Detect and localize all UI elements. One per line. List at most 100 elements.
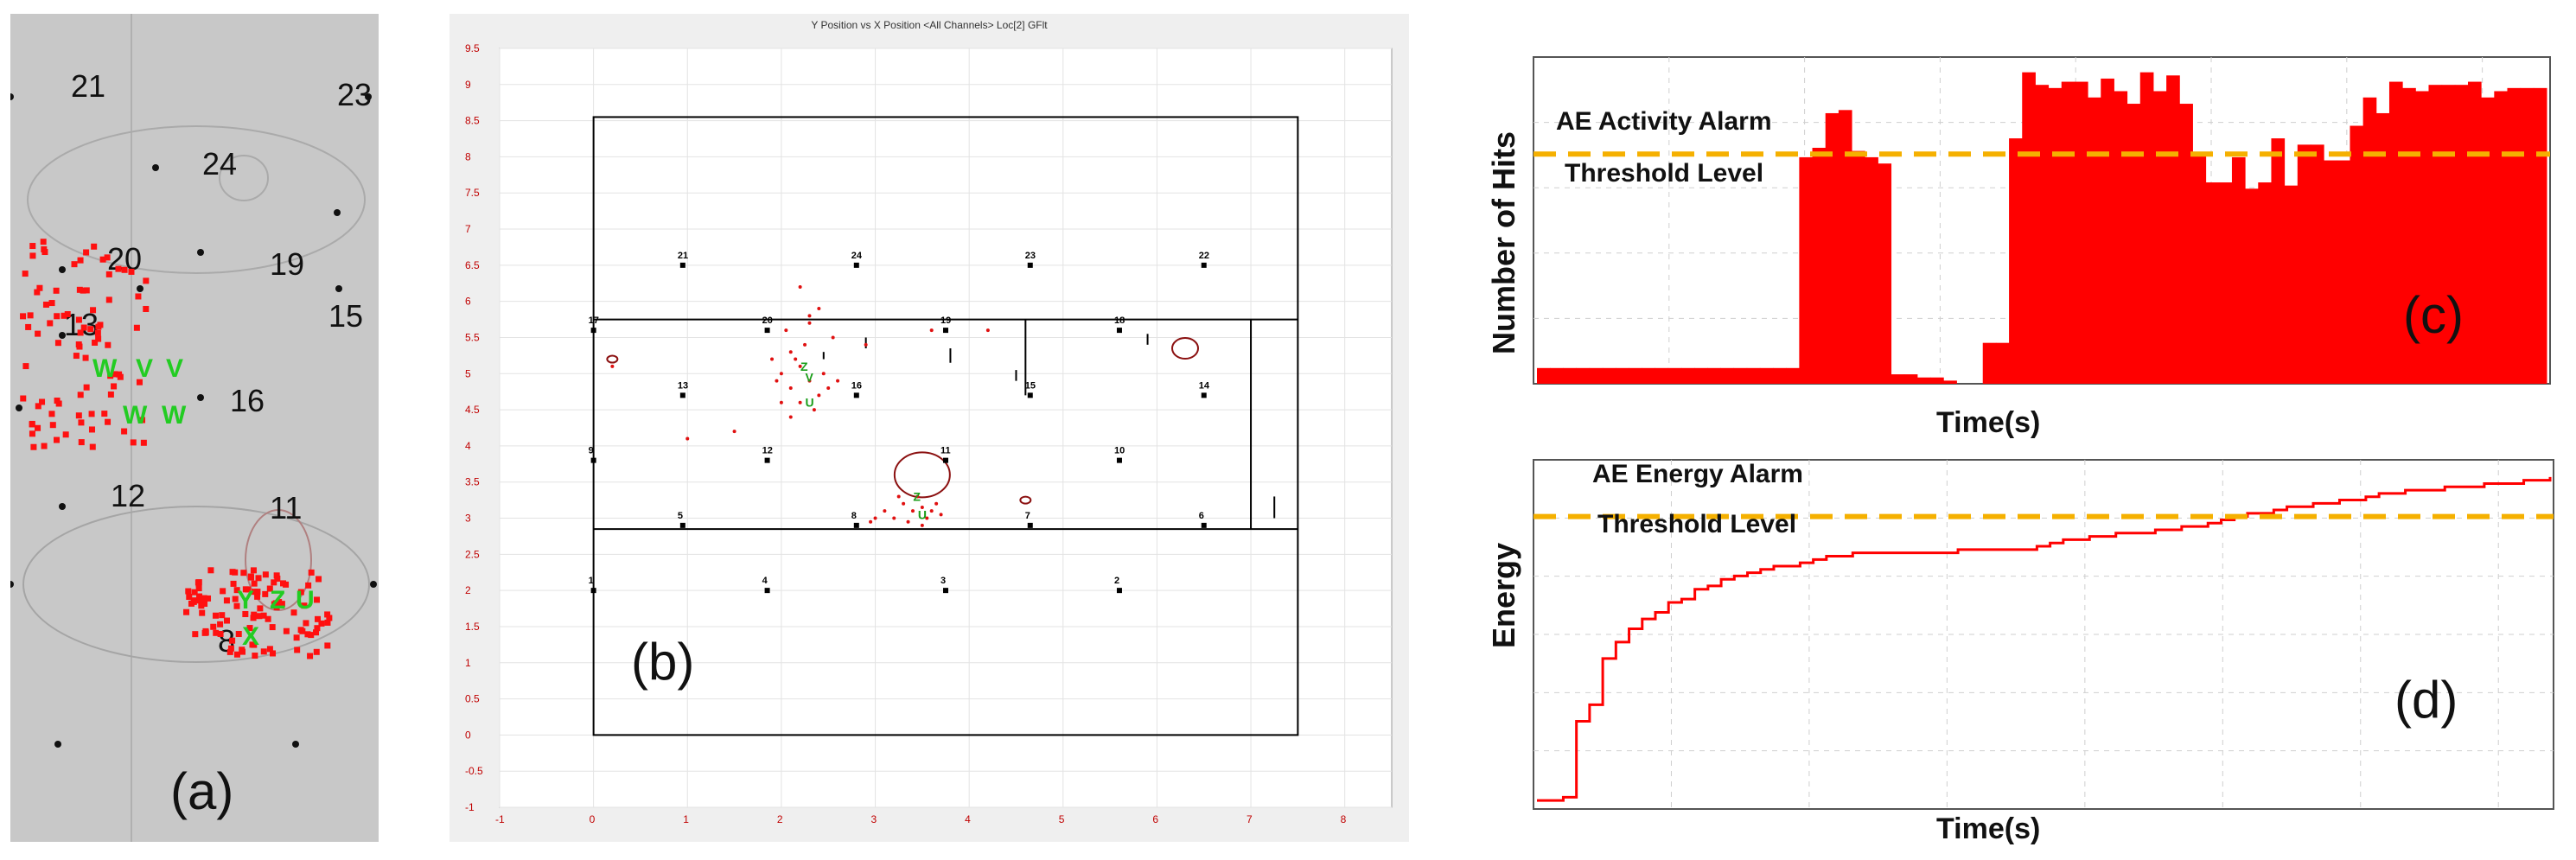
bar (2218, 182, 2233, 384)
marker-W: W (162, 401, 187, 430)
hit-point (107, 391, 114, 398)
sensor-label-11: 11 (940, 446, 951, 456)
x-tick-label: 8 (1341, 813, 1347, 825)
hit-point (71, 261, 78, 268)
bar (1550, 367, 1564, 384)
hit-point (297, 627, 304, 634)
hit-point (232, 596, 239, 602)
hit-point (105, 341, 112, 348)
hit-point (54, 313, 61, 320)
sensor-9 (590, 457, 596, 463)
hit-point (250, 567, 257, 574)
hit-point (297, 589, 304, 596)
bar (2192, 154, 2207, 384)
sensor-label-16: 16 (230, 383, 265, 418)
panel-b-position-plot: Y Position vs X Position <All Channels> … (450, 14, 1409, 842)
hit-point (248, 574, 255, 581)
sensor-label-18: 18 (1114, 315, 1125, 326)
hit-point (194, 579, 201, 586)
hit-point (314, 596, 321, 603)
sensor-11 (943, 457, 948, 463)
sensor-18 (1116, 328, 1122, 334)
event-point (685, 436, 690, 441)
bar (2350, 125, 2364, 384)
sensor-6 (1201, 522, 1207, 528)
event-point (732, 430, 736, 434)
sensor-dot (137, 285, 143, 292)
sensor-dot (59, 332, 66, 339)
y-tick-label: 1 (465, 657, 471, 669)
x-tick-label: 2 (777, 813, 783, 825)
sensor-12 (764, 457, 770, 463)
y-tick-label: 7.5 (465, 187, 480, 199)
bar (1720, 367, 1735, 384)
event-point (910, 509, 915, 513)
hit-point (27, 312, 34, 319)
chart-b-svg: -1 0 1 2 3 4 5 6 7 8-1-0.500.511.522.533.544.555.… (465, 42, 1393, 825)
marker-V: V (805, 370, 813, 384)
hit-point (104, 254, 111, 261)
event-point (807, 314, 812, 318)
event-point (929, 328, 934, 333)
bar (1602, 367, 1616, 384)
bar (2494, 91, 2508, 384)
hit-point (47, 320, 54, 327)
sensor-dot (292, 741, 299, 748)
hit-point (235, 630, 242, 637)
bar (1943, 380, 1957, 384)
y-tick-label: 5.5 (465, 331, 480, 343)
event-point (779, 372, 783, 376)
bar (2337, 160, 2350, 384)
marker-U: U (296, 586, 315, 615)
hit-point (29, 421, 35, 428)
hit-point (36, 284, 43, 291)
bar (1812, 148, 1827, 384)
hit-point (293, 634, 300, 641)
hit-point (192, 631, 199, 638)
hit-point (61, 312, 67, 319)
hit-point (255, 575, 262, 582)
event-point (836, 379, 840, 383)
sensor-label-12: 12 (762, 446, 773, 456)
x-tick-label: 3 (871, 813, 877, 825)
sensor-22 (1201, 262, 1207, 268)
hit-point (97, 322, 104, 328)
hit-point (88, 426, 95, 433)
hit-point (185, 588, 192, 595)
hit-point (256, 613, 263, 620)
panel-d-energy-chart: AE Energy Alarm Threshold Level Energy Time… (1470, 441, 2567, 847)
bar (2048, 87, 2063, 384)
hit-point (88, 411, 95, 417)
hit-point (201, 601, 208, 608)
sensor-label-21: 21 (71, 68, 105, 104)
hit-point (54, 397, 61, 404)
x-axis-label: Time(s) (1936, 812, 2040, 845)
hit-point (260, 648, 267, 655)
hit-point (274, 575, 281, 582)
hit-point (186, 593, 193, 600)
event-point (934, 501, 939, 506)
y-tick-label: 0 (465, 729, 471, 741)
hit-point (136, 379, 143, 385)
hit-point (239, 647, 245, 653)
sensor-label-3: 3 (940, 576, 946, 586)
hit-point (233, 602, 240, 609)
hit-point (64, 311, 71, 318)
hit-point (271, 579, 277, 586)
x-tick-label: 6 (1152, 813, 1158, 825)
bar (2271, 138, 2286, 384)
hit-point (283, 627, 290, 634)
bar (1930, 377, 1944, 384)
sensor-13 (679, 392, 685, 398)
bar (2258, 182, 2272, 384)
marker-W: W (123, 401, 148, 430)
sensor-label-11: 11 (270, 490, 302, 526)
hit-point (87, 326, 94, 333)
hit-point (290, 609, 297, 616)
hit-point (251, 641, 258, 648)
sensor-label-23: 23 (337, 77, 372, 112)
hit-point (77, 329, 84, 336)
hit-point (82, 354, 89, 361)
hit-point (80, 324, 87, 331)
hit-point (35, 424, 41, 431)
